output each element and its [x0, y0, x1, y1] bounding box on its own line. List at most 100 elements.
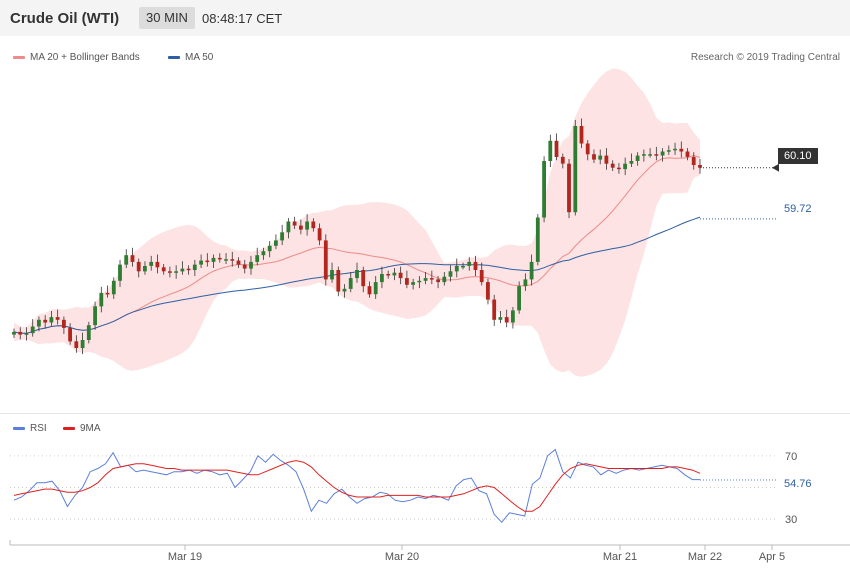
candle-body	[180, 268, 185, 272]
timeframe-button[interactable]: 30 MIN	[139, 7, 195, 29]
candle-body	[336, 270, 341, 292]
candle-body	[523, 279, 528, 287]
candle-body	[392, 272, 397, 276]
candle-body	[305, 221, 309, 230]
candle-body	[323, 240, 328, 280]
candle-body	[411, 282, 415, 285]
candle-body	[292, 221, 297, 226]
x-tick-label: Mar 19	[168, 551, 202, 563]
candle-body	[267, 245, 272, 252]
candle-body	[49, 317, 54, 323]
legend-ma50-label: MA 50	[185, 52, 214, 63]
candle-body	[30, 326, 35, 334]
x-tick-label: Mar 22	[688, 551, 722, 563]
candle-body	[37, 319, 41, 327]
candle-body	[192, 264, 197, 270]
candle-body	[673, 148, 677, 151]
candle-body	[355, 270, 359, 279]
candle-body	[74, 341, 79, 348]
rsi-9ma-line	[13, 460, 701, 512]
ma20-swatch	[13, 55, 25, 59]
candle-body	[242, 264, 247, 269]
candle-body	[467, 261, 472, 266]
candle-body	[286, 221, 291, 233]
legend-9ma[interactable]: 9MA	[63, 423, 101, 434]
rsi-tick-label: 70	[785, 451, 797, 463]
candle-body	[199, 260, 203, 265]
candle-body	[317, 228, 322, 241]
candle-body	[68, 327, 72, 342]
ma50-price-tag: 59.72	[778, 201, 818, 217]
legend-ma20[interactable]: MA 20 + Bollinger Bands	[13, 52, 140, 63]
candle-body	[542, 161, 546, 218]
rsi-line	[13, 448, 700, 524]
candle-body	[249, 261, 253, 269]
rsi-swatch	[13, 426, 25, 430]
candle-body	[130, 255, 135, 262]
rsi-value-tag: 54.76	[778, 476, 818, 492]
ma9-swatch	[63, 426, 75, 430]
candle-body	[299, 225, 303, 230]
candle-body	[691, 156, 696, 165]
pane-divider	[0, 413, 850, 414]
candle-body	[124, 255, 129, 265]
candle-body	[111, 280, 116, 295]
candle-body	[511, 310, 515, 323]
candle-body	[617, 167, 621, 170]
candle-body	[280, 232, 284, 241]
candle-body	[342, 288, 347, 292]
candle-body	[698, 165, 702, 168]
candle-body	[261, 251, 266, 256]
candle-body	[560, 156, 565, 164]
candle-body	[486, 282, 490, 300]
candle-body	[504, 317, 509, 323]
last-price-tag: 60.10	[778, 148, 818, 164]
candle-body	[217, 257, 222, 260]
candle-body	[635, 155, 640, 161]
last-price-pointer	[772, 163, 779, 172]
candle-body	[373, 282, 378, 295]
candle-body	[18, 331, 23, 335]
candle-body	[529, 261, 534, 280]
candle-body	[579, 126, 584, 144]
candle-body	[442, 276, 447, 283]
candle-body	[348, 278, 353, 289]
candle-body	[660, 151, 665, 156]
candle-body	[405, 278, 409, 285]
x-tick-label: Apr 5	[759, 551, 785, 563]
candle-body	[155, 261, 160, 268]
candle-body	[398, 272, 403, 279]
candle-body	[99, 292, 104, 307]
candle-body	[648, 154, 652, 156]
candle-body	[610, 163, 615, 168]
candle-body	[205, 260, 210, 263]
candle-body	[311, 221, 316, 229]
candle-body	[423, 278, 428, 281]
legend-ma50[interactable]: MA 50	[168, 52, 213, 63]
candle-body	[161, 267, 166, 272]
candle-body	[211, 257, 216, 262]
candle-body	[24, 333, 29, 335]
legend-rsi[interactable]: RSI	[13, 423, 47, 434]
candle-body	[654, 154, 659, 156]
candle-body	[361, 270, 366, 287]
candle-body	[685, 151, 690, 157]
candle-body	[80, 340, 85, 349]
candle-body	[554, 140, 559, 157]
candle-body	[623, 163, 627, 170]
candle-body	[118, 264, 122, 281]
credit-text: Research © 2019 Trading Central	[690, 52, 840, 63]
candle-body	[86, 325, 91, 340]
candle-body	[567, 163, 571, 213]
candle-body	[143, 266, 147, 272]
candle-body	[43, 319, 48, 323]
candle-body	[105, 292, 110, 295]
candle-body	[174, 271, 178, 273]
header-bar: Crude Oil (WTI) 30 MIN 08:48:17 CET	[0, 0, 850, 36]
candle-body	[679, 148, 684, 152]
candle-body	[473, 261, 478, 270]
candle-body	[585, 143, 590, 155]
candle-body	[535, 217, 540, 262]
bollinger-band	[14, 68, 700, 377]
